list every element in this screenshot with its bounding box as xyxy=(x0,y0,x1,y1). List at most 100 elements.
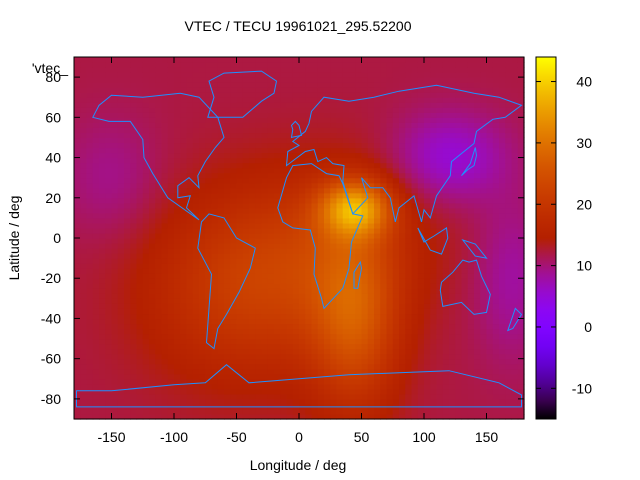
heat-cell xyxy=(474,117,481,123)
heat-cell xyxy=(249,323,256,330)
heat-cell xyxy=(92,373,100,380)
heat-cell xyxy=(249,127,256,134)
heat-cell xyxy=(480,353,488,360)
heat-cell xyxy=(411,368,419,375)
heat-cell xyxy=(424,288,431,294)
heat-cell xyxy=(86,197,94,204)
heat-cell xyxy=(305,363,313,370)
heat-cell xyxy=(292,97,300,103)
heat-cell xyxy=(136,378,144,385)
heat-cell xyxy=(136,202,144,209)
heat-cell xyxy=(205,263,213,269)
heat-cell xyxy=(130,383,138,390)
heat-cell xyxy=(474,338,481,345)
heat-cell xyxy=(280,177,288,184)
heat-cell xyxy=(124,363,131,370)
heat-cell xyxy=(117,323,125,330)
heat-cell xyxy=(161,368,169,375)
heat-cell xyxy=(299,343,306,350)
heat-cell xyxy=(211,388,219,395)
heat-cell xyxy=(186,217,194,224)
heat-cell xyxy=(486,373,494,380)
heat-cell xyxy=(330,303,338,309)
heat-cell xyxy=(442,268,450,274)
heat-cell xyxy=(74,67,81,73)
heat-cell xyxy=(442,258,450,264)
heat-cell xyxy=(267,107,275,113)
heat-cell xyxy=(342,97,350,103)
heat-cell xyxy=(486,202,494,209)
heat-cell xyxy=(317,398,325,405)
heat-cell xyxy=(355,343,363,350)
heat-cell xyxy=(374,358,381,365)
heat-cell xyxy=(467,202,475,209)
heat-cell xyxy=(355,72,363,78)
heat-cell xyxy=(386,308,394,315)
heat-cell xyxy=(267,217,275,224)
heat-cell xyxy=(392,238,400,244)
heat-cell xyxy=(180,388,188,395)
heat-cell xyxy=(192,67,200,73)
heat-cell xyxy=(155,323,163,330)
heat-cell xyxy=(430,62,438,68)
heat-cell xyxy=(424,92,431,98)
heat-cell xyxy=(167,243,175,249)
heat-cell xyxy=(386,333,394,340)
heat-cell xyxy=(80,182,88,189)
heat-cell xyxy=(442,217,450,224)
heat-cell xyxy=(142,207,150,214)
heat-cell xyxy=(430,293,438,299)
heat-cell xyxy=(311,182,319,189)
heat-cell xyxy=(92,288,100,294)
heat-cell xyxy=(174,373,181,380)
heat-cell xyxy=(267,283,275,289)
heat-cell xyxy=(255,62,263,68)
heat-cell xyxy=(124,413,131,420)
heat-cell xyxy=(199,102,206,108)
heat-cell xyxy=(136,243,144,249)
heat-cell xyxy=(442,348,450,355)
heat-cell xyxy=(386,413,394,420)
heat-cell xyxy=(105,258,113,264)
heat-cell xyxy=(80,248,88,254)
heat-cell xyxy=(249,318,256,325)
heat-cell xyxy=(292,212,300,219)
heat-cell xyxy=(399,172,406,179)
heat-cell xyxy=(367,348,375,355)
heat-cell xyxy=(486,408,494,415)
heat-cell xyxy=(211,273,219,279)
heat-cell xyxy=(261,112,269,118)
heat-cell xyxy=(474,348,481,355)
heat-cell xyxy=(455,127,463,134)
heat-cell xyxy=(142,162,150,169)
heat-cell xyxy=(130,283,138,289)
heat-cell xyxy=(180,142,188,149)
heat-cell xyxy=(105,353,113,360)
heat-cell xyxy=(299,162,306,169)
heat-cell xyxy=(505,398,513,405)
heat-cell xyxy=(280,318,288,325)
heat-cell xyxy=(430,57,438,63)
heat-cell xyxy=(386,187,394,194)
heat-cell xyxy=(480,207,488,214)
heat-cell xyxy=(367,318,375,325)
heat-cell xyxy=(330,117,338,123)
heat-cell xyxy=(380,177,388,184)
heat-cell xyxy=(355,293,363,299)
heat-cell xyxy=(86,117,94,123)
heat-cell xyxy=(111,192,119,199)
heat-cell xyxy=(280,232,288,239)
heat-cell xyxy=(492,303,500,309)
heat-cell xyxy=(299,192,306,199)
heat-cell xyxy=(399,107,406,113)
heat-cell xyxy=(411,313,419,320)
heat-cell xyxy=(280,248,288,254)
heat-cell xyxy=(105,152,113,159)
heat-cell xyxy=(274,338,281,345)
heat-cell xyxy=(361,112,369,118)
heat-cell xyxy=(324,378,331,385)
heat-cell xyxy=(336,132,344,139)
heat-cell xyxy=(380,368,388,375)
heat-cell xyxy=(174,207,181,214)
heat-cell xyxy=(167,187,175,194)
